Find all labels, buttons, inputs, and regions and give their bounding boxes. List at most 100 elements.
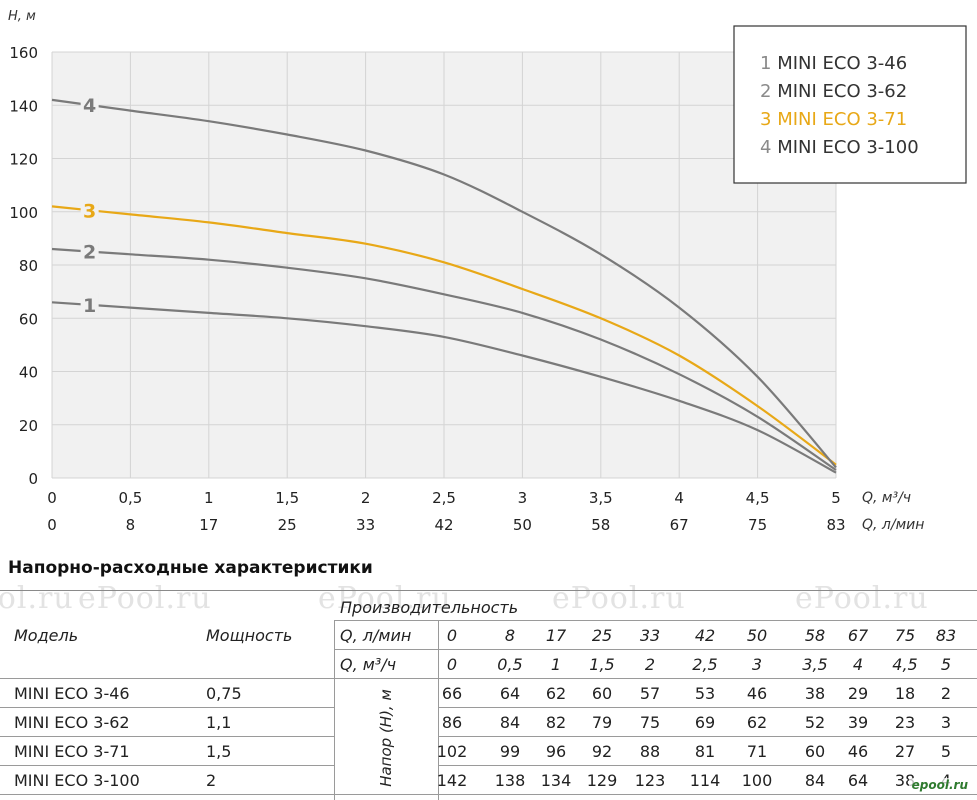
y-axis-label: H, м (8, 9, 36, 24)
row-1-value-9: 23 (894, 713, 916, 732)
row-3-value-2: 134 (540, 771, 572, 790)
row-0-value-8: 29 (847, 684, 869, 703)
watermark-5: ePool.ru (795, 581, 929, 616)
row-1-value-5: 69 (694, 713, 716, 732)
watermark-1: ePool.ru (0, 581, 74, 616)
row-2-value-7: 60 (804, 742, 826, 761)
legend-name-4: MINI ECO 3-100 (777, 137, 918, 158)
row-1-value-7: 52 (804, 713, 826, 732)
x-tick-label-3: 1,5 (275, 489, 299, 507)
x-tick-label-7: 3,5 (589, 489, 613, 507)
head-col-left-rule (334, 620, 335, 800)
legend-box (733, 25, 967, 184)
x-tick-label-0: 0 (47, 489, 57, 507)
legend-number-4: 4 (760, 137, 777, 158)
row-power-0: 0,75 (206, 684, 242, 703)
series-curve-label-3: 3 (83, 200, 96, 222)
watermark-2: ePool.ru (78, 581, 212, 616)
x-tick-label-secondary-10: 83 (826, 516, 845, 534)
legend-entry-1: 1 MINI ECO 3-46 (760, 53, 907, 74)
x-tick-label-1: 0,5 (118, 489, 142, 507)
table-title: Напорно-расходные характеристики (8, 558, 373, 578)
q-lmin-value-9: 75 (894, 626, 916, 645)
head-col-right-rule (438, 620, 439, 800)
row-model-0: MINI ECO 3-46 (14, 684, 130, 703)
x-tick-label-secondary-1: 8 (126, 516, 136, 534)
legend-entry-4: 4 MINI ECO 3-100 (760, 137, 919, 158)
q-lmin-value-3: 25 (591, 626, 613, 645)
legend-entry-3: 3 MINI ECO 3-71 (760, 109, 907, 130)
y-tick-label-0: 0 (28, 470, 38, 488)
q-m3h-value-3: 1,5 (589, 655, 615, 674)
row-rule-2 (0, 736, 334, 737)
row-0-value-1: 64 (499, 684, 521, 703)
row-3-value-6: 100 (741, 771, 773, 790)
q-lmin-value-7: 58 (804, 626, 826, 645)
series-label-bg-2 (80, 239, 99, 262)
watermark-3: ePool.ru (318, 581, 452, 616)
series-line-1 (51, 301, 837, 474)
row-0-value-4: 57 (639, 684, 661, 703)
x-tick-label-secondary-5: 42 (434, 516, 453, 534)
row-0-value-6: 46 (746, 684, 768, 703)
series-line-3 (51, 205, 837, 466)
x-tick-label-5: 2,5 (432, 489, 456, 507)
q-lmin-value-0: 0 (446, 626, 458, 645)
series-curve-label-4: 4 (83, 95, 96, 117)
table-top-rule (0, 590, 977, 591)
x-axis-label-primary: Q, м³/ч (862, 490, 911, 506)
x-tick-label-secondary-8: 67 (670, 516, 689, 534)
row-3-value-5: 114 (689, 771, 721, 790)
series-curve-label-2: 2 (83, 242, 96, 264)
q-m3h-label: Q, м³/ч (340, 655, 397, 674)
row-2-value-6: 71 (746, 742, 768, 761)
row-rule-3b (438, 765, 977, 766)
q-lmin-value-10: 83 (935, 626, 957, 645)
row-2-value-4: 88 (639, 742, 661, 761)
q-lmin-value-1: 8 (504, 626, 516, 645)
x-tick-label-secondary-9: 75 (748, 516, 767, 534)
row-rule-4 (0, 794, 977, 795)
y-tick-label-6: 120 (9, 151, 38, 169)
legend-name-2: MINI ECO 3-62 (777, 81, 907, 102)
row-3-value-1: 138 (494, 771, 526, 790)
q-lmin-value-5: 42 (694, 626, 716, 645)
x-tick-label-9: 4,5 (746, 489, 770, 507)
row-rule-3 (0, 765, 334, 766)
row-1-value-2: 82 (545, 713, 567, 732)
row-0-value-9: 18 (894, 684, 916, 703)
row-1-value-10: 3 (940, 713, 952, 732)
q-m3h-value-7: 3,5 (802, 655, 828, 674)
y-tick-label-2: 40 (19, 364, 38, 382)
legend-entry-2: 2 MINI ECO 3-62 (760, 81, 907, 102)
row-rule-1 (0, 707, 334, 708)
x-axis-label-secondary: Q, л/мин (862, 517, 924, 533)
y-tick-label-7: 140 (9, 97, 38, 115)
row-2-value-5: 81 (694, 742, 716, 761)
q-rule (334, 649, 977, 650)
row-2-value-8: 46 (847, 742, 869, 761)
table-header-model: Модель (14, 626, 79, 645)
y-tick-label-5: 100 (9, 204, 38, 222)
y-tick-label-4: 80 (19, 257, 38, 275)
watermark-4: ePool.ru (552, 581, 686, 616)
q-m3h-value-4: 2 (644, 655, 656, 674)
row-1-value-8: 39 (847, 713, 869, 732)
q-m3h-value-10: 5 (940, 655, 952, 674)
q-m3h-value-5: 2,5 (692, 655, 718, 674)
x-tick-label-secondary-2: 17 (199, 516, 218, 534)
y-tick-label-8: 160 (9, 44, 38, 62)
row-1-value-4: 75 (639, 713, 661, 732)
row-1-value-3: 79 (591, 713, 613, 732)
q-lmin-value-8: 67 (847, 626, 869, 645)
x-tick-label-secondary-0: 0 (47, 516, 57, 534)
header-bottom-rule (0, 678, 977, 679)
row-1-value-0: 86 (441, 713, 463, 732)
series-curve-label-1: 1 (83, 295, 96, 317)
series-line-2 (51, 247, 837, 471)
legend-name-1: MINI ECO 3-46 (777, 53, 907, 74)
row-3-value-3: 129 (586, 771, 618, 790)
legend-name-3: MINI ECO 3-71 (777, 109, 907, 130)
